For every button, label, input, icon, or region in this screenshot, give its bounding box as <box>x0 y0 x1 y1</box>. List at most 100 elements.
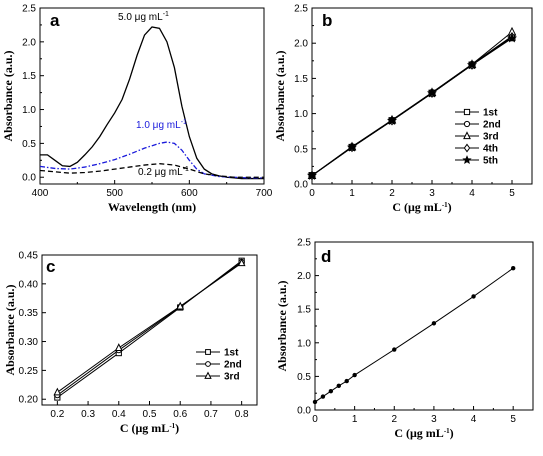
y-tick-label: 1.5 <box>22 71 36 82</box>
x-tick-label: 4 <box>469 188 475 199</box>
legend-marker <box>463 131 471 140</box>
data-point-0 <box>320 394 326 399</box>
panel-c: 0.2 0.3 0.4 0.5 0.6 0.7 0.8 0.20 0.25 0.30 0.35 0.4… <box>3 251 258 435</box>
legend-label: 3rd <box>483 132 499 143</box>
x-tick-label: 600 <box>181 188 198 199</box>
y-axis-label-group: Absorbance (a.u.) <box>3 284 17 375</box>
y-tick-label: 0.30 <box>19 337 39 348</box>
y-tick-label: 0.5 <box>22 139 36 150</box>
x-axis-label: C (μg mL-1) <box>120 421 179 435</box>
y-tick-label: 2.0 <box>22 37 36 48</box>
legend-marker <box>463 108 471 116</box>
x-tick-label: 5 <box>510 414 516 425</box>
x-tick-label: 400 <box>32 188 49 199</box>
y-tick-label: 1.0 <box>22 105 36 116</box>
y-tick-label: 0.35 <box>19 308 39 319</box>
x-tick-label: 0 <box>312 414 318 425</box>
data-point-0 <box>471 294 476 299</box>
panel-letter: d <box>321 247 331 266</box>
y-axis-label: Absorbance (a.u.) <box>273 50 287 141</box>
data-point-0 <box>336 383 341 389</box>
series-line-1 <box>39 141 264 179</box>
x-tick-label: 3 <box>429 188 435 199</box>
y-tick-label: 1.5 <box>297 305 311 316</box>
legend-marker <box>462 155 472 164</box>
y-axis-label-group: Absorbance (a.u.) <box>275 280 289 371</box>
series-annotation-2: 0.2 μg mL-1 <box>138 166 189 178</box>
plot-frame <box>39 7 265 185</box>
series-line-2 <box>39 163 264 178</box>
panel-b: 0 1 2 3 4 5 0.0 0.5 1.0 1.5 2.0 2.5 C (μg mL-1) Absor… <box>273 4 533 214</box>
x-axis-label: C (μg mL-1) <box>394 426 453 440</box>
data-point-2 <box>176 301 185 310</box>
y-tick-label: 0.40 <box>19 279 39 290</box>
data-point-0 <box>312 399 318 405</box>
legend-marker <box>463 143 471 153</box>
plot-frame <box>311 7 533 185</box>
x-tick-label: 0.6 <box>173 409 187 420</box>
data-point-0 <box>510 266 516 271</box>
x-tick-label: 0.8 <box>235 409 249 420</box>
x-tick-label: 0.5 <box>143 409 157 420</box>
series-line-0 <box>314 267 514 403</box>
y-tick-label: 2.5 <box>297 238 311 249</box>
y-tick-label: 0.0 <box>22 173 36 184</box>
y-axis-label-group: Absorbance (a.u.) <box>1 50 15 141</box>
x-tick-label: 0 <box>309 188 315 199</box>
x-tick-label: 500 <box>106 188 123 199</box>
panel-letter: a <box>50 11 60 30</box>
series-annotation-0: 5.0 μg mL-1 <box>118 11 169 23</box>
y-tick-label: 2.5 <box>22 4 36 15</box>
legend-label: 2nd <box>224 360 242 371</box>
series-line-4 <box>311 37 513 176</box>
legend-label: 4th <box>483 144 498 155</box>
y-tick-label: 0.5 <box>294 144 308 155</box>
y-axis-label-group: Absorbance (a.u.) <box>273 50 287 141</box>
y-tick-label: 0.45 <box>19 251 39 262</box>
data-point-4 <box>426 87 438 98</box>
data-point-0 <box>392 347 397 352</box>
x-tick-label: 0.4 <box>112 409 126 420</box>
data-point-4 <box>466 59 478 70</box>
y-tick-label: 0.20 <box>19 395 39 406</box>
x-tick-label: 1 <box>349 188 355 199</box>
y-tick-label: 1.0 <box>297 338 311 349</box>
data-point-0 <box>328 388 334 394</box>
data-point-2 <box>237 258 246 267</box>
x-tick-label: 1 <box>352 414 358 425</box>
series-line-1 <box>57 261 242 396</box>
data-point-2 <box>114 343 123 351</box>
data-point-0 <box>352 372 357 378</box>
x-tick-label: 700 <box>256 188 273 199</box>
x-tick-label: 0.3 <box>81 409 95 420</box>
x-tick-label: 4 <box>471 414 477 425</box>
legend-label: 1st <box>483 108 498 119</box>
y-tick-label: 1.5 <box>294 74 308 85</box>
panel-d: 0 1 2 3 4 5 0.0 0.5 1.0 1.5 2.0 2.5 C (μg mL-1) Absor… <box>275 238 534 440</box>
legend-label: 1st <box>224 348 239 359</box>
x-tick-label: 0.7 <box>204 409 218 420</box>
data-point-4 <box>386 115 398 125</box>
legend-label: 5th <box>483 156 498 167</box>
y-tick-label: 2.5 <box>294 4 308 15</box>
series-line-0 <box>40 26 264 180</box>
data-point-2 <box>53 387 62 396</box>
series-line-2 <box>57 262 242 393</box>
data-point-4 <box>346 142 358 152</box>
y-tick-label: 0.25 <box>19 366 39 377</box>
y-tick-label: 2.0 <box>297 271 311 282</box>
panel-a: 400 500 600 700 0.0 0.5 1.0 1.5 2.0 2.5 Wavelength… <box>1 4 273 215</box>
x-tick-label: 2 <box>391 414 397 425</box>
legend-marker <box>205 349 211 355</box>
x-axis-label: Wavelength (nm) <box>108 200 196 214</box>
x-tick-label: 3 <box>431 414 437 425</box>
legend-marker <box>463 120 471 128</box>
y-axis-label: Absorbance (a.u.) <box>275 280 289 371</box>
legend-label: 2nd <box>483 120 501 131</box>
x-axis-label: C (μg mL-1) <box>392 200 451 214</box>
data-point-4 <box>306 170 318 180</box>
y-tick-label: 0.0 <box>297 406 311 417</box>
